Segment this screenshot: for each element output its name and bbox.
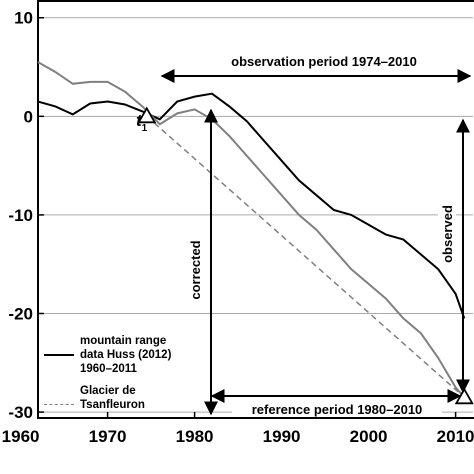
legend: mountain range data Huss (2012) 1960–201… bbox=[44, 334, 171, 420]
y-tick-label: -20 bbox=[8, 305, 33, 324]
t-text: t bbox=[136, 111, 143, 130]
legend-label: mountain range data Huss (2012) 1960–201… bbox=[80, 335, 172, 375]
x-tick-label: 1970 bbox=[89, 427, 127, 446]
annotation: observed bbox=[440, 205, 455, 263]
legend-entry: Glacier de Tsanfleuron bbox=[44, 384, 171, 412]
y-tick-label: 10 bbox=[14, 9, 33, 28]
series-line bbox=[37, 61, 466, 398]
series-line bbox=[37, 92, 466, 319]
y-tick-label: -30 bbox=[8, 403, 33, 422]
series-line bbox=[146, 115, 465, 398]
x-tick-label: 1990 bbox=[263, 427, 301, 446]
annotation: reference period 1980–2010 bbox=[252, 402, 423, 417]
x-tick-label: 1960 bbox=[2, 427, 40, 446]
plot-frame bbox=[37, 0, 474, 419]
annotation: corrected bbox=[188, 240, 203, 299]
t-label: t1 bbox=[136, 111, 148, 134]
label-bg bbox=[232, 401, 442, 417]
label-bg bbox=[438, 200, 456, 268]
x-tick-label: 1980 bbox=[176, 427, 214, 446]
legend-swatch bbox=[44, 354, 74, 356]
label-bg bbox=[208, 52, 440, 70]
y-tick-label: 0 bbox=[24, 107, 33, 126]
label-bg bbox=[186, 230, 204, 310]
legend-swatch bbox=[44, 404, 74, 405]
t-sub: 1 bbox=[142, 123, 148, 134]
triangle-marker bbox=[137, 106, 157, 124]
x-tick-label: 2010 bbox=[437, 427, 474, 446]
x-tick-label: 2000 bbox=[350, 427, 388, 446]
y-tick-label: -10 bbox=[8, 206, 33, 225]
legend-label: Glacier de Tsanfleuron bbox=[80, 385, 145, 411]
legend-entry: mountain range data Huss (2012) 1960–201… bbox=[44, 334, 171, 376]
annotation: observation period 1974–2010 bbox=[231, 54, 417, 69]
